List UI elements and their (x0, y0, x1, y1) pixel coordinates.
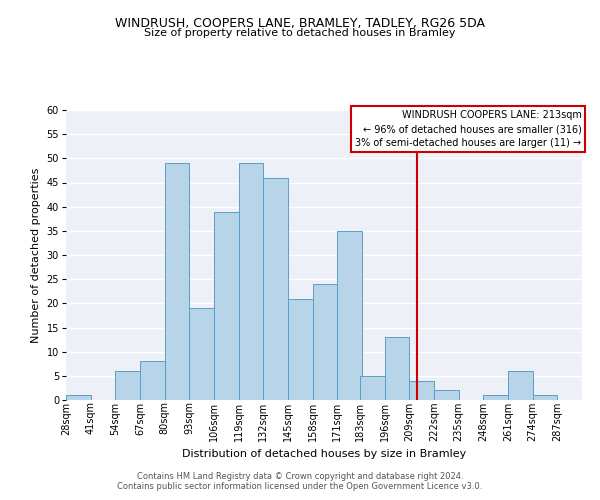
Bar (239, 163, 263, 400)
Bar (360, 376, 385, 400)
Bar (66, 395, 91, 400)
Bar (313, 284, 337, 400)
Bar (214, 212, 239, 400)
Bar (508, 371, 533, 400)
Bar (263, 178, 288, 400)
Text: Size of property relative to detached houses in Bramley: Size of property relative to detached ho… (144, 28, 456, 38)
Bar (115, 371, 140, 400)
Text: WINDRUSH, COOPERS LANE, BRAMLEY, TADLEY, RG26 5DA: WINDRUSH, COOPERS LANE, BRAMLEY, TADLEY,… (115, 18, 485, 30)
Bar (533, 395, 557, 400)
Bar (288, 298, 313, 400)
Bar (409, 380, 434, 400)
Bar (140, 362, 164, 400)
Bar (434, 390, 458, 400)
Text: Contains public sector information licensed under the Open Government Licence v3: Contains public sector information licen… (118, 482, 482, 491)
Bar (337, 231, 362, 400)
Bar (484, 395, 508, 400)
Bar (164, 163, 190, 400)
Y-axis label: Number of detached properties: Number of detached properties (31, 168, 41, 342)
Bar (190, 308, 214, 400)
Text: Contains HM Land Registry data © Crown copyright and database right 2024.: Contains HM Land Registry data © Crown c… (137, 472, 463, 481)
Text: WINDRUSH COOPERS LANE: 213sqm
← 96% of detached houses are smaller (316)
3% of s: WINDRUSH COOPERS LANE: 213sqm ← 96% of d… (355, 110, 581, 148)
Bar (385, 337, 409, 400)
X-axis label: Distribution of detached houses by size in Bramley: Distribution of detached houses by size … (182, 449, 466, 459)
